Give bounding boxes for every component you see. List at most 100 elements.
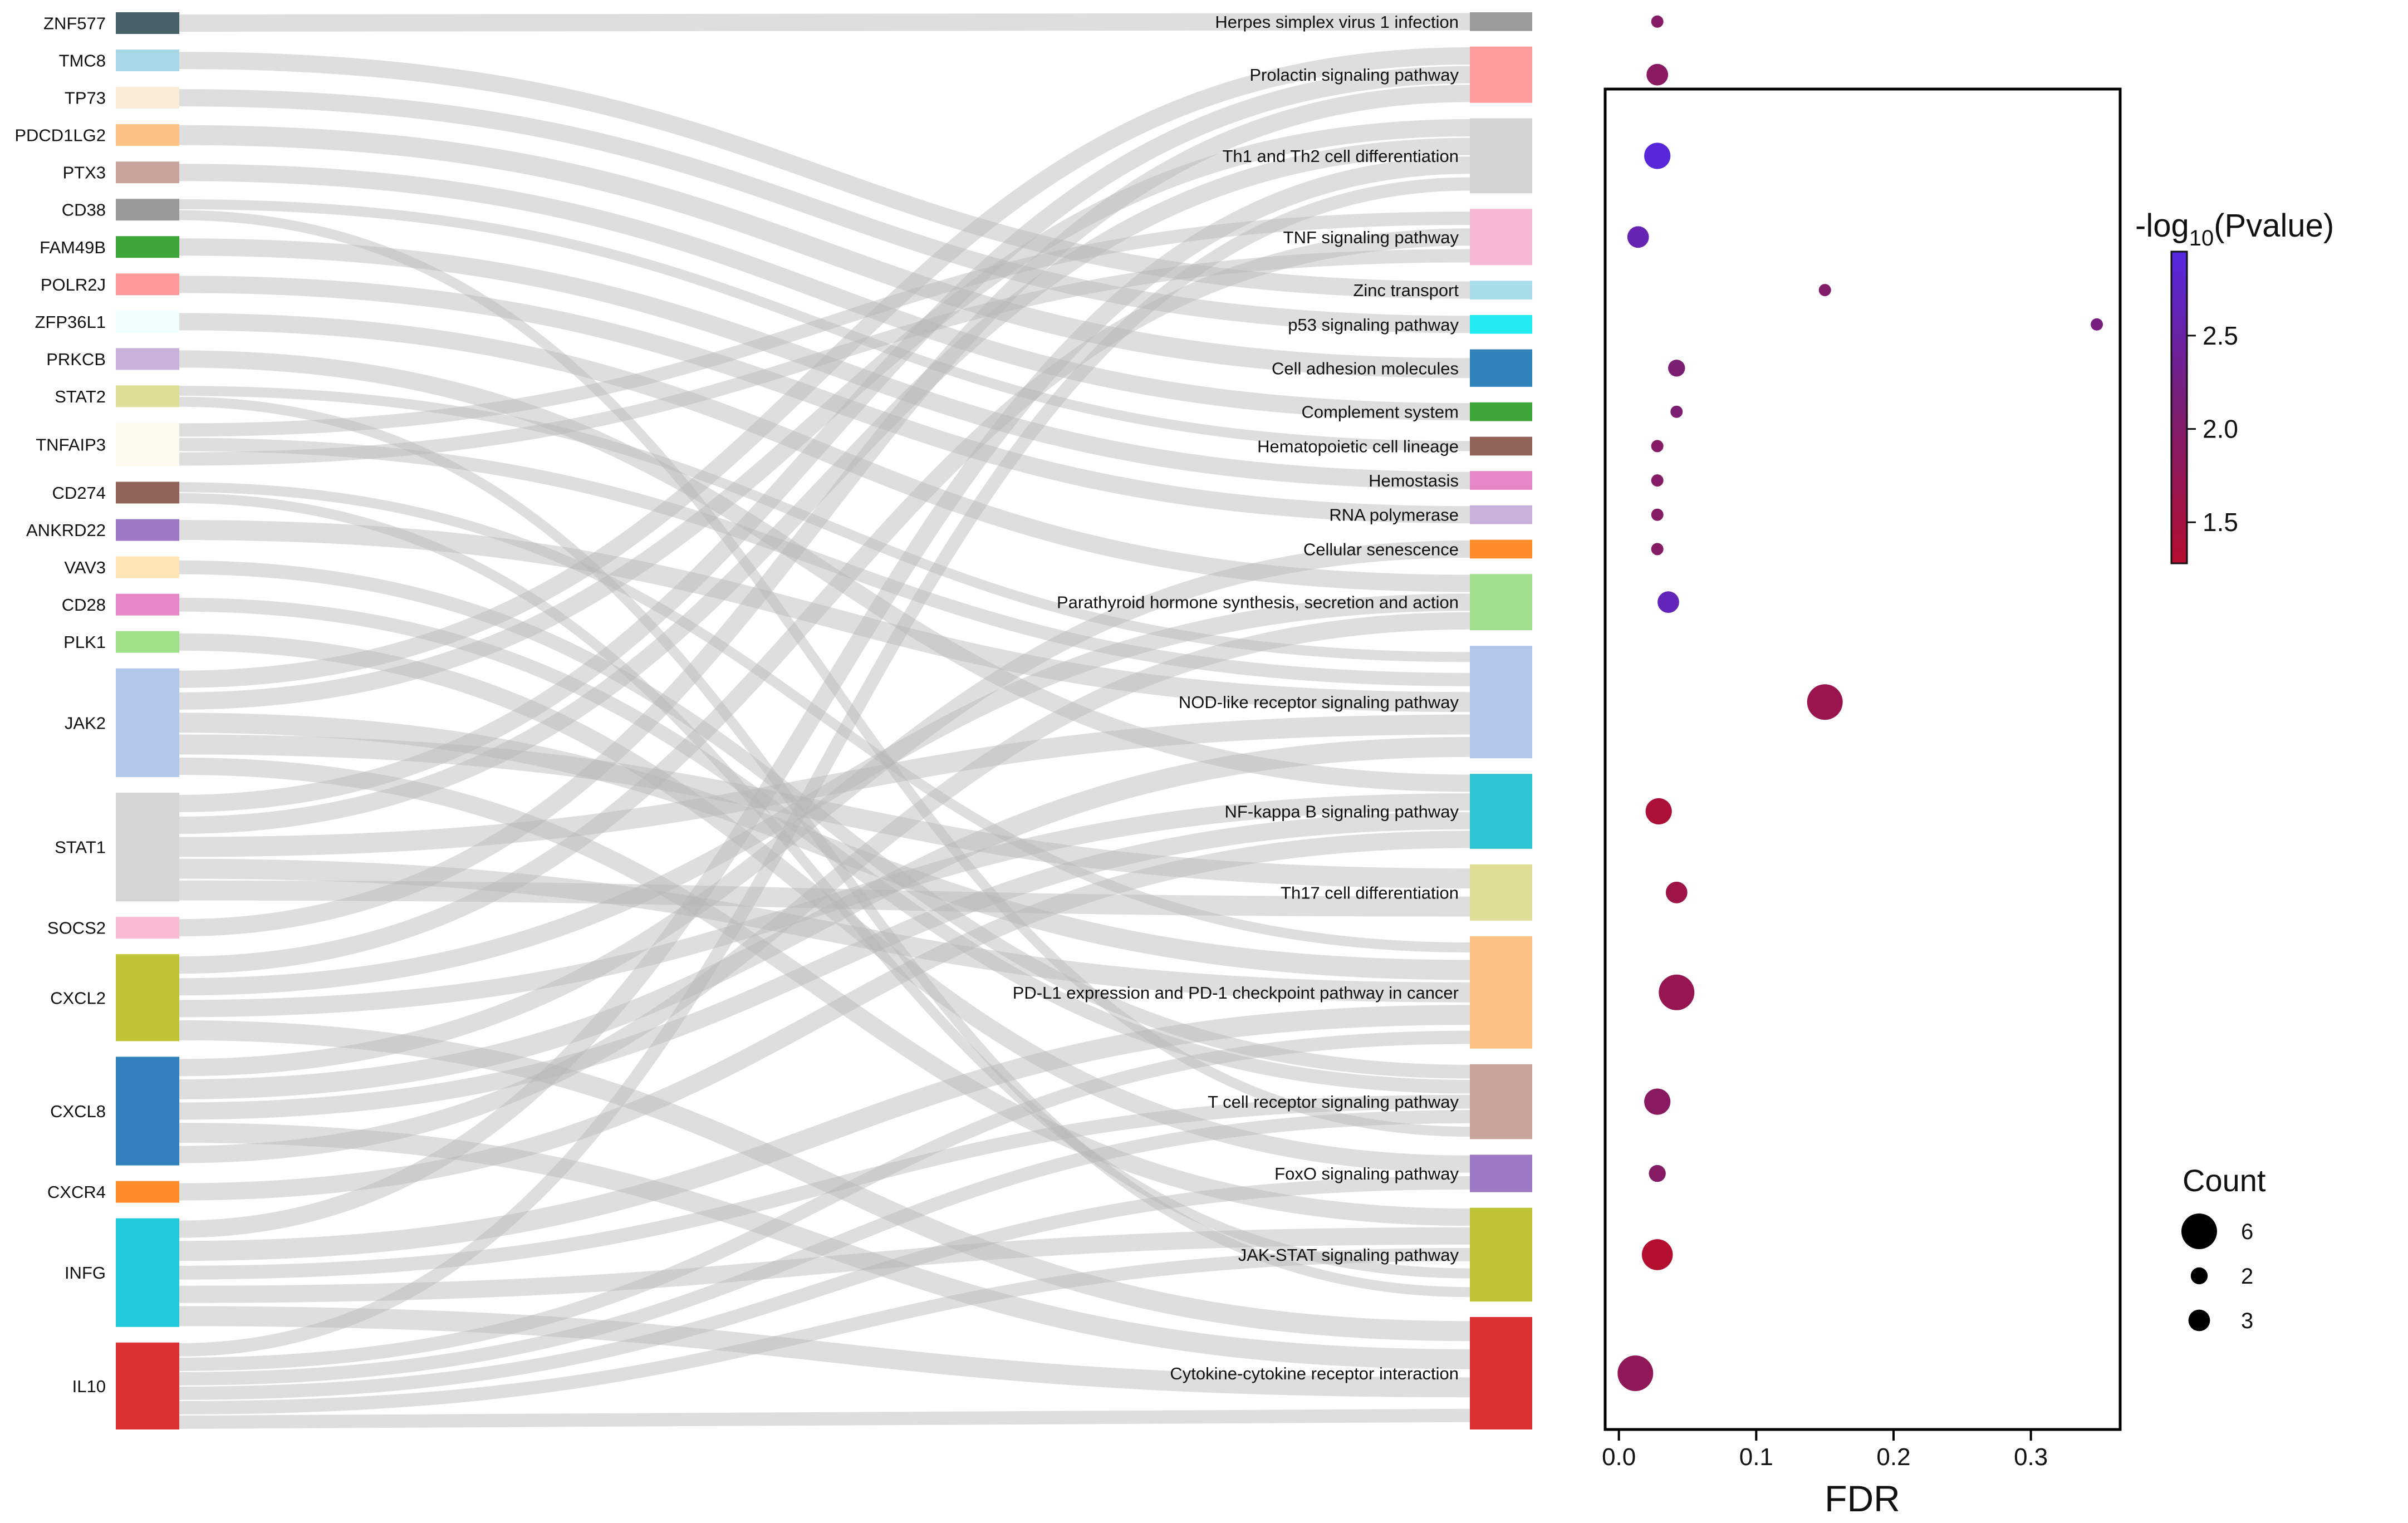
sankey-link: [179, 228, 1470, 974]
pathway-label-parathyroid-hormone-synthesis-secretion-and-action: Parathyroid hormone synthesis, secretion…: [1057, 593, 1459, 612]
sankey-link: [179, 177, 1470, 1357]
gene-label-tp73: TP73: [65, 89, 106, 108]
pathway-label-th1-and-th2-cell-differentiation: Th1 and Th2 cell differentiation: [1222, 146, 1459, 166]
pathway-node-tnf-signaling-pathway: [1470, 209, 1532, 266]
dot-points: [1617, 15, 2103, 1391]
sankey-link: [179, 313, 1470, 592]
sankey-link: [179, 1030, 1470, 1371]
pathway-node-parathyroid-hormone-synthesis-secretion-and-action: [1470, 574, 1532, 631]
pathway-label-tnf-signaling-pathway: TNF signaling pathway: [1283, 228, 1459, 247]
sankey-link: [179, 249, 1470, 466]
sankey-link: [179, 612, 1470, 1163]
sankey-link: [179, 1227, 1470, 1303]
dot-pd-l1-expression-and-pd-1-checkpoint-pathway-in-cancer: [1659, 974, 1695, 1010]
gene-label-socs2: SOCS2: [47, 918, 106, 938]
sankey-link: [179, 210, 1470, 1137]
sankey-link: [179, 137, 1470, 834]
pathway-node-rna-polymerase: [1470, 505, 1532, 524]
gene-node-pdcd1lg2: [116, 124, 179, 146]
gene-label-infg: INFG: [65, 1263, 106, 1283]
gene-node-cxcl8: [116, 1057, 179, 1166]
pathway-node-complement-system: [1470, 402, 1532, 421]
gene-node-polr2j: [116, 273, 179, 296]
sankey-link: [179, 85, 1470, 937]
gene-node-il10: [116, 1342, 179, 1429]
gene-label-polr2j: POLR2J: [41, 275, 106, 294]
colorbar-title-subscript: 10: [2189, 226, 2214, 250]
pathway-node-th1-and-th2-cell-differentiation: [1470, 118, 1532, 194]
pathway-label-herpes-simplex-virus-1-infection: Herpes simplex virus 1 infection: [1215, 12, 1459, 32]
sankey-link: [179, 1408, 1470, 1429]
sankey-link: [179, 1094, 1470, 1280]
sankey-link: [179, 831, 1470, 1201]
sankey-link: [179, 396, 1470, 1298]
gene-label-jak2: JAK2: [65, 713, 106, 733]
pathway-label-zinc-transport: Zinc transport: [1353, 281, 1459, 300]
dot-tnf-signaling-pathway: [1627, 226, 1649, 248]
dot-nf-kappa-b-signaling-pathway: [1645, 798, 1672, 825]
dot-prolactin-signaling-pathway: [1646, 63, 1669, 86]
pathway-node-hemostasis: [1470, 471, 1532, 490]
sankey-link: [179, 593, 1470, 996]
gene-node-stat1: [116, 793, 179, 902]
pathway-node-th17-cell-differentiation: [1470, 864, 1532, 921]
colorbar-ticks: 2.5 2.0 1.5: [2187, 321, 2238, 537]
x-tick-label: 0.1: [1739, 1443, 1773, 1471]
plot-frame: [1603, 87, 2122, 1431]
colorbar-tick-label: 1.5: [2203, 508, 2238, 537]
dot-zinc-transport: [1818, 284, 1831, 297]
dot-plot-panel: 0.0 0.1 0.2 0.3 FDR: [1602, 15, 2122, 1519]
x-axis-title: FDR: [1825, 1478, 1900, 1519]
size-legend: Count 6 2 3: [2181, 1163, 2266, 1333]
sankey-link: [179, 793, 1470, 1018]
sankey-link: [179, 1005, 1470, 1261]
gene-label-cd38: CD38: [62, 200, 106, 220]
gene-node-infg: [116, 1218, 179, 1327]
sankey-link: [179, 812, 1470, 1120]
colorbar-tick-label: 2.0: [2203, 415, 2238, 444]
pathway-label-hematopoietic-cell-lineage: Hematopoietic cell lineage: [1257, 436, 1459, 456]
pathway-label-jak-stat-signaling-pathway: JAK-STAT signaling pathway: [1238, 1245, 1459, 1265]
dot-hemostasis: [1651, 474, 1664, 487]
sankey-link: [179, 199, 1470, 451]
sankey-link: [179, 52, 1470, 299]
gene-label-stat2: STAT2: [55, 387, 106, 406]
pathway-node-nod-like-receptor-signaling-pathway: [1470, 646, 1532, 759]
gene-label-ptx3: PTX3: [62, 163, 106, 183]
size-legend-label: 2: [2241, 1264, 2253, 1289]
pathway-node-cell-adhesion-molecules: [1470, 349, 1532, 387]
gene-node-cd28: [116, 593, 179, 616]
pathway-node-t-cell-receptor-signaling-pathway: [1470, 1064, 1532, 1139]
pathway-node-cytokine-cytokine-receptor-interaction: [1470, 1317, 1532, 1429]
gene-label-tnfaip3: TNFAIP3: [36, 435, 106, 455]
pathway-label-rna-polymerase: RNA polymerase: [1329, 505, 1459, 525]
sankey-link: [179, 89, 1470, 333]
gene-label-cxcl8: CXCL8: [50, 1102, 106, 1121]
sankey-link: [179, 125, 1470, 379]
colorbar-title-suffix: (Pvalue): [2214, 208, 2334, 244]
dot-cellular-senescence: [1651, 543, 1664, 556]
pathway-label-cellular-senescence: Cellular senescence: [1303, 539, 1459, 559]
gene-label-cxcl2: CXCL2: [50, 988, 106, 1008]
gene-node-ankrd22: [116, 519, 179, 541]
dot-hematopoietic-cell-lineage: [1651, 440, 1664, 453]
pathway-label-complement-system: Complement system: [1301, 402, 1459, 422]
gene-node-tp73: [116, 87, 179, 109]
dot-th17-cell-differentiation: [1665, 881, 1688, 903]
gene-node-socs2: [116, 917, 179, 939]
pathway-node-foxo-signaling-pathway: [1470, 1154, 1532, 1192]
pathway-label-cytokine-cytokine-receptor-interaction: Cytokine-cytokine receptor interaction: [1170, 1364, 1459, 1383]
gene-label-prkcb: PRKCB: [46, 350, 106, 369]
sankey-link: [179, 520, 1470, 713]
sankey-link: [179, 350, 1470, 792]
pathway-node-herpes-simplex-virus-1-infection: [1470, 12, 1532, 31]
dot-complement-system: [1670, 405, 1683, 418]
pathway-node-hematopoietic-cell-lineage: [1470, 436, 1532, 456]
size-legend-label: 3: [2241, 1309, 2253, 1333]
pathway-nodes: Herpes simplex virus 1 infection Prolacti…: [1013, 12, 1532, 1429]
dot-cytokine-cytokine-receptor-interaction: [1617, 1355, 1654, 1391]
gene-label-tmc8: TMC8: [59, 51, 106, 71]
dot-t-cell-receptor-signaling-pathway: [1644, 1088, 1671, 1115]
dot-rna-polymerase: [1651, 508, 1664, 521]
colorbar-legend: -log10(Pvalue) 2.5 2.0 1.5: [2135, 208, 2334, 564]
